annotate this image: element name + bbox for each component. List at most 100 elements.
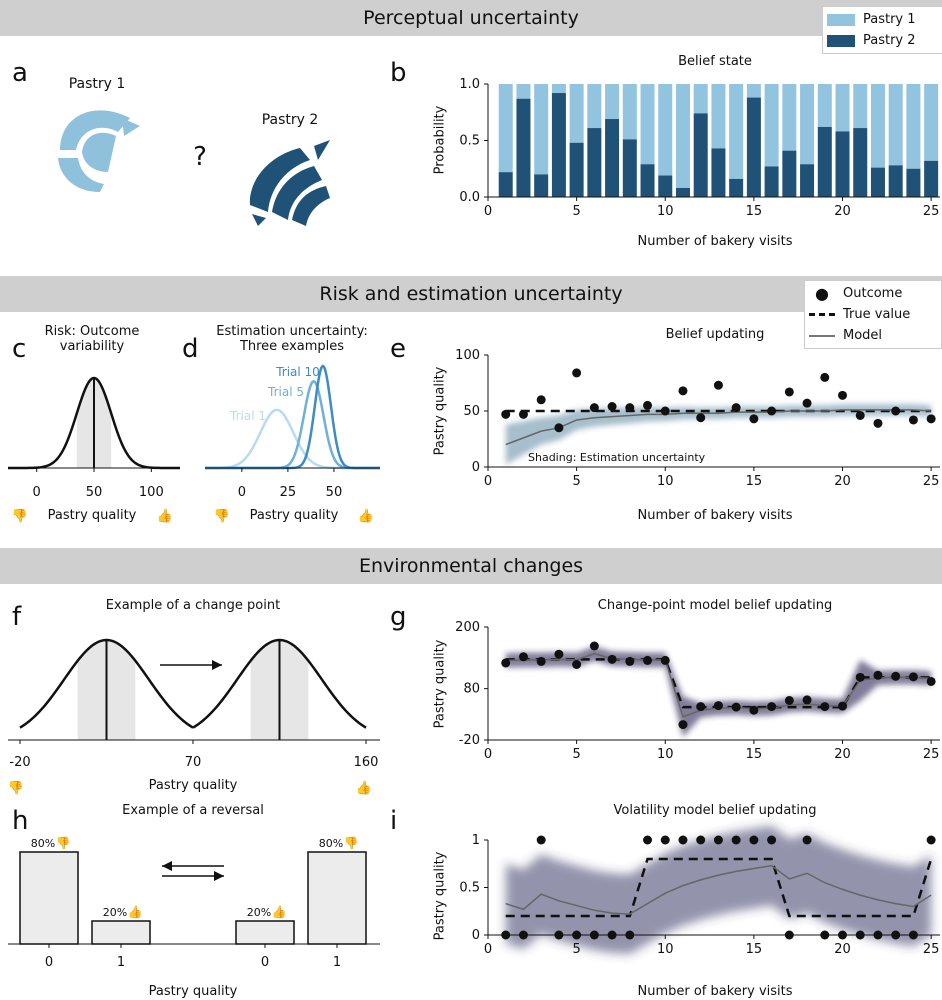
chart-i-x-tick-label: 20 xyxy=(834,942,851,957)
legend-pastry1-label: Pastry 1 xyxy=(863,12,916,27)
chart-e-outcome-point xyxy=(713,380,723,390)
chart-g-outcome-point xyxy=(820,702,830,712)
chart-e-outcome-point xyxy=(749,414,759,424)
chart-e-outcome-point xyxy=(660,406,670,416)
chart-d-x-tick-label: 25 xyxy=(280,485,297,500)
legend-swatch-pastry2 xyxy=(827,34,855,47)
panel-label-g: g xyxy=(390,602,407,632)
panel-label-b: b xyxy=(390,58,407,88)
chart-g-y-tick-label: 200 xyxy=(455,620,480,635)
chart-h-x-tick-label: 1 xyxy=(333,955,341,970)
chart-g-outcome-point xyxy=(554,649,564,659)
chart-b-bar-pastry2 xyxy=(658,175,673,197)
chart-e-x-tick-label: 25 xyxy=(923,474,940,489)
thumb-down-icon: 👎 xyxy=(12,508,28,524)
chart-e-outcome-point xyxy=(678,386,688,396)
chart-e-outcome-point xyxy=(873,418,883,428)
chart-i-outcome-point xyxy=(678,835,688,845)
chart-d-series-label: Trial 10 xyxy=(275,365,320,379)
chart-e-outcome-point xyxy=(607,402,617,412)
chart-f-title: Example of a change point xyxy=(105,598,281,613)
chart-g-x-tick-label: 10 xyxy=(657,747,674,762)
chart-h-bar xyxy=(91,920,151,945)
chart-b-bar-pastry2 xyxy=(800,164,815,197)
chart-g-outcome-point xyxy=(660,655,670,665)
section-perceptual-header: Perceptual uncertainty xyxy=(0,0,942,36)
chart-e-outcome-point xyxy=(554,423,564,433)
chart-b-bar-pastry2 xyxy=(870,167,885,197)
chart-i-x-tick-label: 25 xyxy=(923,942,940,957)
chart-b-x-tick-label: 20 xyxy=(834,204,851,219)
chart-b-bar-pastry1 xyxy=(870,84,885,168)
thumb-down-icon: 👎 xyxy=(214,508,230,524)
chart-b-bar-pastry1 xyxy=(853,84,868,129)
chart-h-bar xyxy=(307,851,367,945)
panel-label-e: e xyxy=(390,334,406,364)
chart-b-bar-pastry1 xyxy=(817,84,832,127)
chart-g-outcome-point xyxy=(873,670,883,680)
panel-label-i: i xyxy=(390,806,398,836)
chart-f-x-tick-label: 70 xyxy=(185,755,202,770)
chart-b-bar-pastry1 xyxy=(693,84,708,114)
chart-g-outcome-point xyxy=(678,720,688,730)
chart-b-bar-pastry1 xyxy=(622,84,637,140)
chart-i-xlabel: Number of bakery visits xyxy=(637,984,793,999)
chart-i-model-line xyxy=(505,864,932,915)
chart-h-bar xyxy=(235,920,295,945)
chart-b-bar-pastry1 xyxy=(746,84,761,98)
legend-swatch-pastry1 xyxy=(827,13,855,26)
chart-b-bar-pastry2 xyxy=(587,128,602,197)
chart-i-true-value-line xyxy=(505,857,933,918)
chart-e-outcome-point xyxy=(838,390,848,400)
chart-g-outcome-point xyxy=(838,701,848,711)
chart-h-thumb-icon: 👍 xyxy=(272,905,287,919)
chart-d-series-label: Trial 1 xyxy=(229,409,266,423)
chart-c-x-tick-label: 100 xyxy=(139,485,164,500)
chart-b-x-tick-label: 25 xyxy=(923,204,940,219)
chart-g-outcome-point xyxy=(731,702,741,712)
chart-i-x-tick-label: 0 xyxy=(484,942,492,957)
chart-i-outcome-point xyxy=(749,835,759,845)
chart-g-outcome-point xyxy=(749,705,759,715)
legend-outcome-label: Outcome xyxy=(843,286,903,301)
chart-b-bar-pastry2 xyxy=(764,166,779,197)
chart-g-y-tick-label: 80 xyxy=(463,682,480,697)
chart-b-bar-pastry2 xyxy=(924,160,939,197)
chart-b-bar-pastry2 xyxy=(746,97,761,197)
thumb-up-icon: 👍 xyxy=(356,780,372,796)
chart-b-bar-pastry1 xyxy=(800,84,815,165)
chart-e-annotation: Shading: Estimation uncertainty xyxy=(528,451,706,464)
chart-h-bar-label: 80% xyxy=(31,837,55,850)
chart-g-outcome-point xyxy=(572,659,582,669)
chart-b-x-tick-label: 5 xyxy=(572,204,580,219)
chart-e-outcome-point xyxy=(589,403,599,413)
chart-b-title: Belief state xyxy=(678,54,752,69)
chart-i-outcome-point xyxy=(696,835,706,845)
chart-g-x-tick-label: 25 xyxy=(923,747,940,762)
chart-b-y-tick-label: 0.0 xyxy=(459,190,480,205)
chart-b-bar-pastry2 xyxy=(516,98,531,197)
chart-e-x-tick-label: 5 xyxy=(572,474,580,489)
chart-e-outcome-point xyxy=(731,403,741,413)
chart-g-outcome-point xyxy=(607,654,617,664)
thumb-up-icon: 👍 xyxy=(157,508,173,524)
question-mark: ? xyxy=(193,142,207,172)
chart-e-outcome-point xyxy=(891,406,901,416)
chart-b-bar-pastry1 xyxy=(729,84,744,179)
legend-true-value-label: True value xyxy=(843,307,911,322)
chart-g-outcome-point xyxy=(536,656,546,666)
chart-i-outcome-point xyxy=(926,835,936,845)
chart-b-bar-pastry1 xyxy=(782,84,797,151)
chart-b-bar-pastry1 xyxy=(711,84,726,149)
chart-e-uncertainty-band xyxy=(505,404,932,465)
chart-i-title: Volatility model belief updating xyxy=(613,803,817,818)
chart-b-bar-pastry2 xyxy=(835,131,850,197)
chart-d-x-tick-label: 50 xyxy=(326,485,343,500)
chart-f-xlabel: Pastry quality xyxy=(148,778,238,793)
chart-g-outcome-point xyxy=(855,672,865,682)
chart-b-y-tick-label: 1.0 xyxy=(459,77,480,92)
panel-label-d: d xyxy=(182,334,199,364)
chart-g-uncertainty-band xyxy=(505,646,932,738)
pastry2-label: Pastry 2 xyxy=(261,112,319,128)
